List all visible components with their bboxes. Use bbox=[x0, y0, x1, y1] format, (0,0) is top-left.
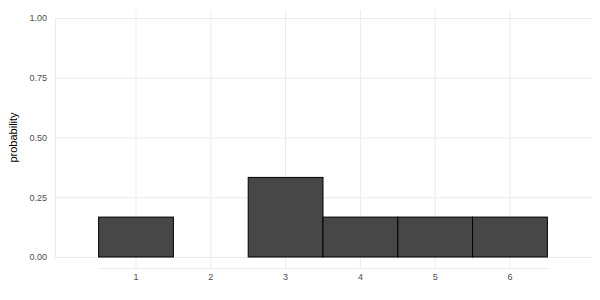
x-grid-line bbox=[210, 10, 211, 268]
y-tick-label: 0.00 bbox=[29, 252, 47, 262]
x-tick-label: 2 bbox=[208, 272, 213, 282]
x-tick-label: 1 bbox=[133, 272, 138, 282]
y-tick: 1.00 bbox=[29, 13, 592, 23]
y-tick: 0.75 bbox=[29, 73, 592, 83]
bar bbox=[173, 257, 248, 258]
x-tick-label: 6 bbox=[507, 272, 512, 282]
y-tick-label: 0.25 bbox=[29, 193, 47, 203]
bar bbox=[473, 217, 548, 257]
x-axis-line bbox=[99, 268, 548, 269]
x-tick-label: 5 bbox=[433, 272, 438, 282]
y-tick-label: 0.50 bbox=[29, 133, 47, 143]
bar bbox=[248, 177, 323, 257]
x-tick-label: 4 bbox=[358, 272, 363, 282]
y-tick-label: 0.75 bbox=[29, 73, 47, 83]
chart: 0.00 0.25 0.50 0.75 1.00 1 2 3 4 5 6 probability bbox=[0, 0, 600, 300]
x-tick: 2 bbox=[208, 10, 213, 282]
y-tick: 0.50 bbox=[29, 133, 592, 143]
bar bbox=[99, 217, 174, 257]
y-axis-title: probability bbox=[7, 112, 19, 163]
y-axis: 0.00 0.25 0.50 0.75 1.00 bbox=[29, 13, 592, 262]
bars bbox=[99, 177, 548, 257]
x-axis: 1 2 3 4 5 6 bbox=[99, 10, 548, 282]
bar bbox=[398, 217, 473, 257]
bar bbox=[323, 217, 398, 257]
x-tick-label: 3 bbox=[283, 272, 288, 282]
y-tick-label: 1.00 bbox=[29, 13, 47, 23]
